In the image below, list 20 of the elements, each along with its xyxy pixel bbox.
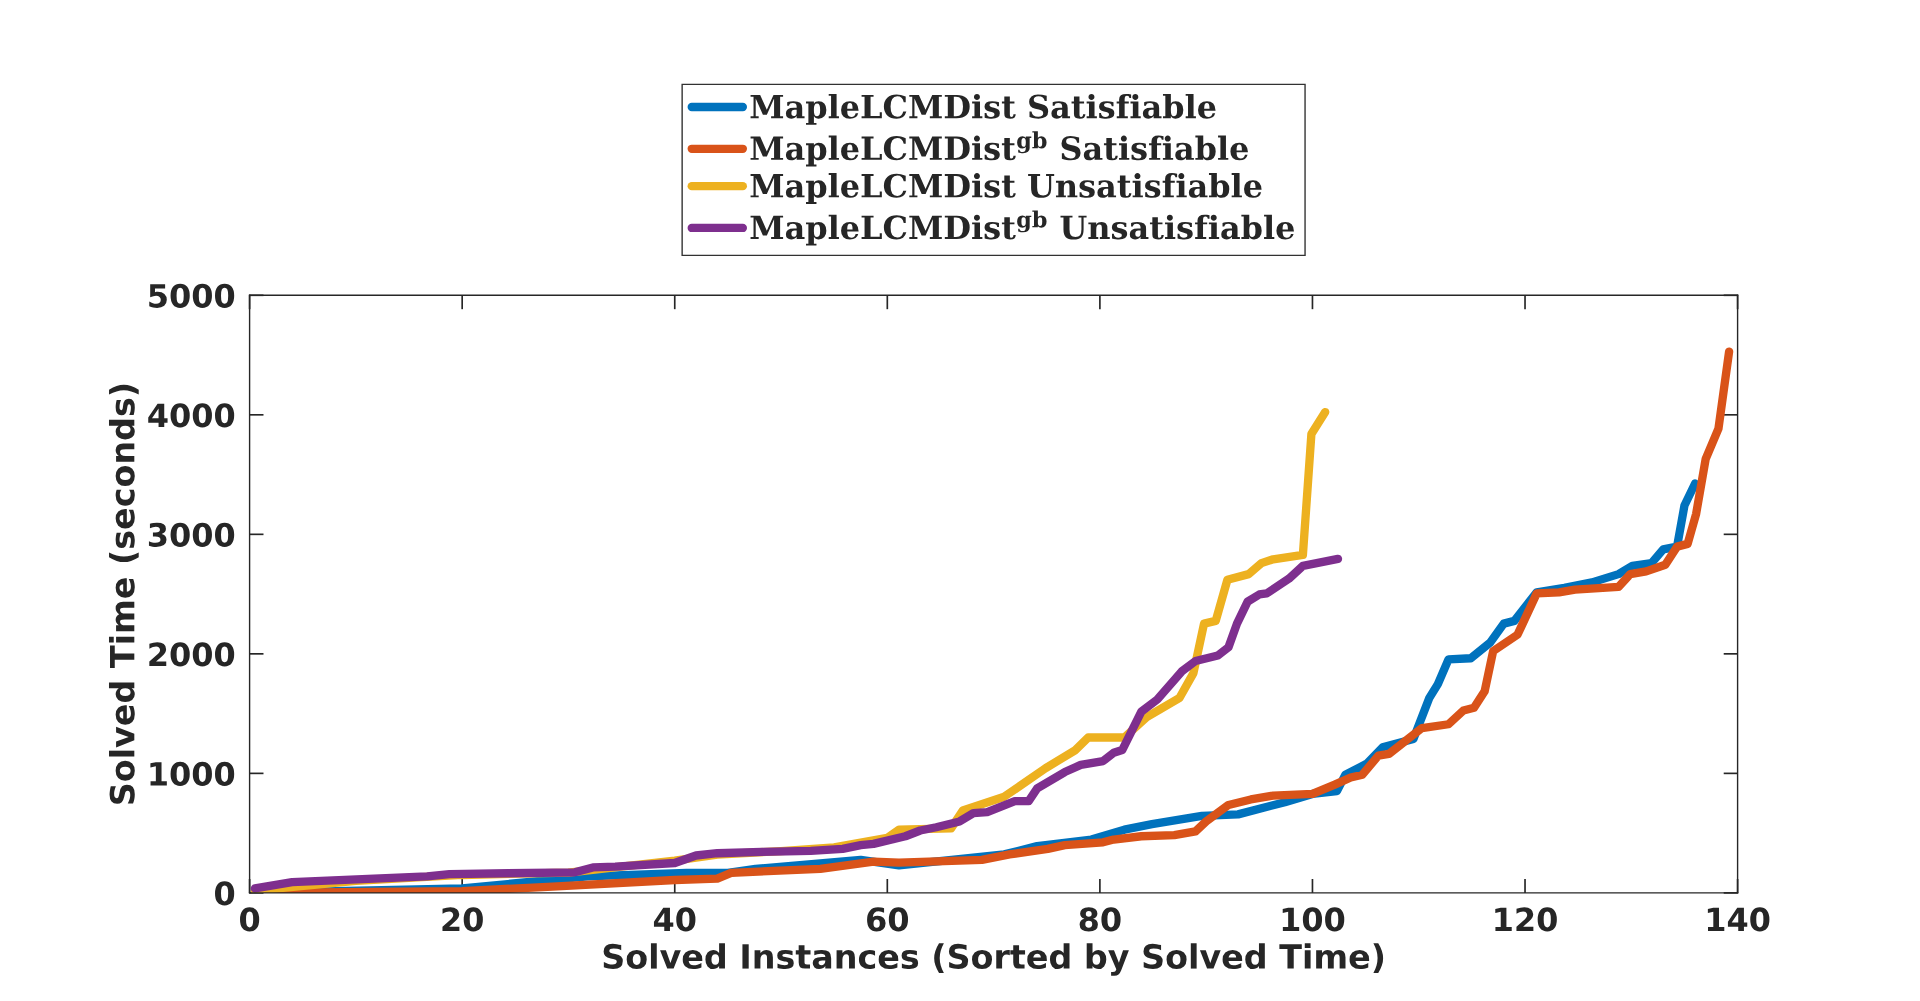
x-tick-label: 40 [653, 907, 696, 932]
y-tick-label: 0 [215, 881, 235, 906]
y-tick-label: 2000 [149, 642, 235, 667]
y-axis-title: Solved Time (seconds) [108, 384, 139, 804]
x-tick-label: 120 [1495, 907, 1557, 932]
x-tick-label: 0 [240, 907, 260, 932]
y-tick-label: 3000 [148, 522, 235, 547]
legend-label: MapleLCMDist Satisfiable [750, 93, 1216, 125]
legend-label: MapleLCMDist Unsatisfiable [750, 173, 1262, 204]
x-tick-label: 140 [1707, 907, 1770, 932]
x-tick-label: 100 [1282, 907, 1345, 932]
legend-label: MapleLCMDist$^{gb}$ Satisfiable [750, 131, 1248, 167]
y-tick-label: 4000 [148, 403, 235, 428]
y-tick-label: 1000 [150, 761, 235, 786]
x-tick-label: 60 [867, 907, 909, 932]
x-axis-title: Solved Instances (Sorted by Solved Time) [603, 943, 1384, 976]
legend-label: MapleLCMDist$^{gb}$ Unsatisfiable [750, 210, 1294, 246]
x-tick-label: 80 [1079, 907, 1121, 932]
y-tick-label: 5000 [149, 283, 235, 308]
x-tick-label: 20 [442, 907, 483, 932]
